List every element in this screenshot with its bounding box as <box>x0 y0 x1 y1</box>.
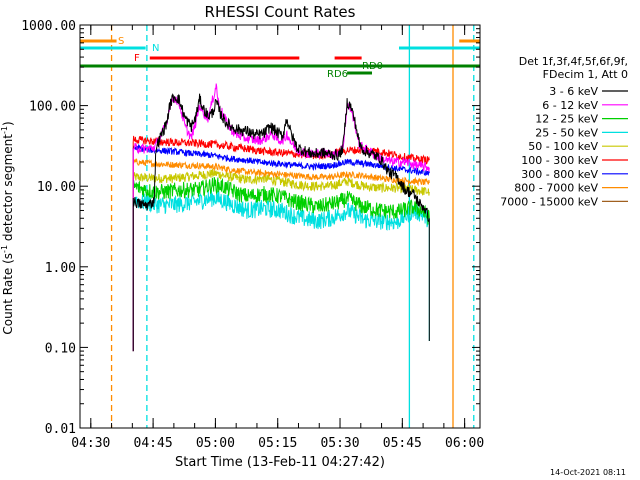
x-tick-label: 05:45 <box>383 436 422 451</box>
footer-timestamp: 14-Oct-2021 08:11 <box>550 468 626 477</box>
flag-label-rd0: RD0 <box>362 61 383 72</box>
series-line-6-12-kev <box>132 83 430 352</box>
y-tick-label: 0.01 <box>45 422 76 437</box>
x-tick-label: 04:30 <box>71 436 110 451</box>
series-line-50-100-kev <box>132 168 430 352</box>
legend-label: 300 - 800 keV <box>521 168 598 181</box>
series-line-25-50-kev <box>132 189 430 352</box>
flag-label-rd6: RD6 <box>327 69 348 80</box>
y-tick-label: 1000.00 <box>21 19 76 34</box>
legend-label: 12 - 25 keV <box>535 113 598 126</box>
legend: Det 1f,3f,4f,5f,6f,9f, FDecim 1, Att 0 3… <box>500 55 628 208</box>
x-tick-label: 06:00 <box>445 436 484 451</box>
legend-label: 800 - 7000 keV <box>514 182 598 195</box>
series-line-12-25-kev <box>132 176 430 352</box>
legend-label: 6 - 12 keV <box>542 99 598 112</box>
y-axis-label: Count Rate (s-1 detector segment-1) <box>0 121 15 334</box>
x-tick-label: 05:15 <box>258 436 297 451</box>
y-tick-label: 10.00 <box>37 180 76 195</box>
legend-label: 7000 - 15000 keV <box>500 195 598 208</box>
series-line-300-800-kev <box>132 143 430 352</box>
flag-label-f: F <box>134 53 140 64</box>
y-tick-label: 0.10 <box>45 341 76 356</box>
flag-label-n: N <box>152 43 159 54</box>
legend-header-1: Det 1f,3f,4f,5f,6f,9f, <box>519 55 628 68</box>
chart-title: RHESSI Count Rates <box>205 3 356 21</box>
x-tick-label: 05:00 <box>196 436 235 451</box>
x-axis-label: Start Time (13-Feb-11 04:27:42) <box>175 455 385 470</box>
axis-ticks: 0.01 0.10 1.00 10.00 100.00 1000.00 04:30 04:45… <box>21 19 484 451</box>
legend-label: 3 - 6 keV <box>549 85 598 98</box>
background-markers <box>110 25 475 428</box>
flag-label-s: S <box>118 36 124 47</box>
plot-frame <box>79 24 481 429</box>
legend-label: 50 - 100 keV <box>528 140 598 153</box>
series-line-3-6-kev <box>132 93 430 352</box>
legend-header-2: FDecim 1, Att 0 <box>543 68 628 81</box>
series-layer <box>132 83 430 352</box>
legend-label: 100 - 300 keV <box>521 154 598 167</box>
legend-label: 25 - 50 keV <box>535 126 598 139</box>
x-tick-label: 04:45 <box>134 436 173 451</box>
y-tick-label: 1.00 <box>45 261 76 276</box>
x-tick-label: 05:30 <box>320 436 359 451</box>
y-tick-label: 100.00 <box>29 100 76 115</box>
series-line-800-7000-kev <box>132 158 430 352</box>
annotation-bars: S N F RD0 RD6 <box>80 36 480 80</box>
